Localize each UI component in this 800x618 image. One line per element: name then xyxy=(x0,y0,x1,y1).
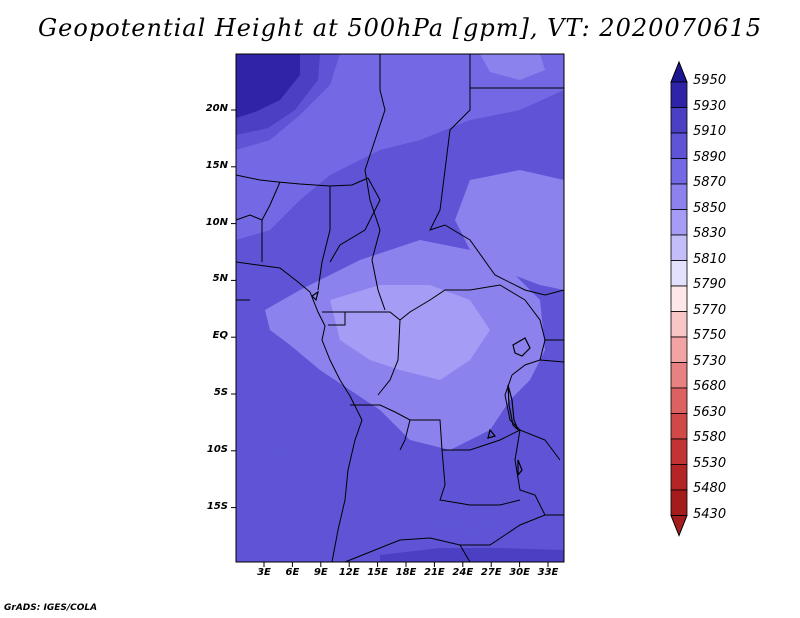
lon-label: 3E xyxy=(257,567,271,578)
field-zone-5830-northeast xyxy=(455,170,564,290)
field-zone-5830-northeast-patch xyxy=(480,54,545,80)
colorbar-top-arrow xyxy=(670,60,688,83)
colorbar-label: 5580 xyxy=(693,430,727,445)
colorbar-label: 5950 xyxy=(693,73,727,88)
colorbar-label: 5530 xyxy=(693,455,727,471)
colorbar-label: 5430 xyxy=(693,506,727,522)
lat-label: 15S xyxy=(206,500,228,512)
field-zone-5810-central xyxy=(330,285,490,380)
colorbar-label: 5870 xyxy=(693,175,727,190)
colorbar-label: 5830 xyxy=(693,226,727,241)
colorbar-segment xyxy=(670,336,688,363)
colorbar-label: 5750 xyxy=(693,328,727,343)
longitude-ticks xyxy=(263,562,549,567)
colorbar-label: 5890 xyxy=(693,149,727,165)
lakes xyxy=(311,290,531,477)
colorbar-segment xyxy=(670,489,688,516)
colorbar-label: 5850 xyxy=(693,200,727,216)
lon-label: 30E xyxy=(509,567,530,578)
colorbar-segment xyxy=(670,285,688,312)
colorbar-segment xyxy=(670,464,688,491)
colorbar-segment xyxy=(670,183,688,210)
lon-label: 24E xyxy=(452,567,474,578)
lon-label: 15E xyxy=(367,567,388,578)
colorbar-segment xyxy=(670,438,688,465)
lat-label: 5N xyxy=(212,273,228,285)
colorbar-label: 5730 xyxy=(693,353,727,369)
colorbar-label: 5480 xyxy=(693,481,727,496)
latitude-ticks xyxy=(231,109,236,509)
lat-label: 20N xyxy=(205,103,228,114)
lat-label: 10S xyxy=(206,443,228,455)
colorbar-segment xyxy=(670,107,688,134)
lon-label: 33E xyxy=(537,567,559,578)
field-zone-5870-south xyxy=(236,420,564,562)
colorbar-label: 5770 xyxy=(693,302,727,318)
country-borders xyxy=(235,54,565,563)
colorbar-bottom-arrow xyxy=(670,515,688,537)
colorbar-segment xyxy=(670,413,688,440)
map-frame xyxy=(235,53,565,563)
colorbar-segment xyxy=(670,362,688,389)
colorbar-segment xyxy=(670,132,688,159)
colorbar-label: 5790 xyxy=(693,277,727,292)
lat-label: EQ xyxy=(212,330,228,342)
footer-credit: GrADS: IGES/COLA xyxy=(4,603,98,613)
colorbar-segment xyxy=(670,234,688,261)
field-zone-5890-south xyxy=(380,548,564,562)
colorbar-label: 5680 xyxy=(693,379,727,394)
colorbar-label: 5910 xyxy=(693,124,727,139)
colorbar-label: 5810 xyxy=(693,251,727,267)
lat-label: 10N xyxy=(205,216,228,228)
lat-label: 15N xyxy=(205,159,228,171)
colorbar-segment xyxy=(670,387,688,414)
lon-label: 12E xyxy=(338,567,360,578)
lon-label: 21E xyxy=(424,567,445,578)
field-zone-5910-northwest xyxy=(236,54,300,118)
colorbar-segment xyxy=(670,158,688,185)
colorbar-segment xyxy=(670,81,688,108)
field-zone-5850 xyxy=(236,54,564,240)
chart-title: Geopotential Height at 500hPa [gpm], VT:… xyxy=(38,14,762,42)
colorbar-segment xyxy=(670,260,688,287)
lon-label: 18E xyxy=(395,567,417,578)
lon-label: 27E xyxy=(480,567,502,578)
colorbar-label: 5630 xyxy=(693,404,727,420)
colorbar-label: 5930 xyxy=(693,98,727,114)
lat-label: 5S xyxy=(213,387,228,398)
colorbar xyxy=(670,60,688,537)
lon-label: 9E xyxy=(313,567,328,578)
colorbar-segment xyxy=(670,311,688,338)
colorbar-segment xyxy=(670,209,688,236)
lon-label: 6E xyxy=(285,567,300,578)
geopotential-field xyxy=(236,54,564,562)
